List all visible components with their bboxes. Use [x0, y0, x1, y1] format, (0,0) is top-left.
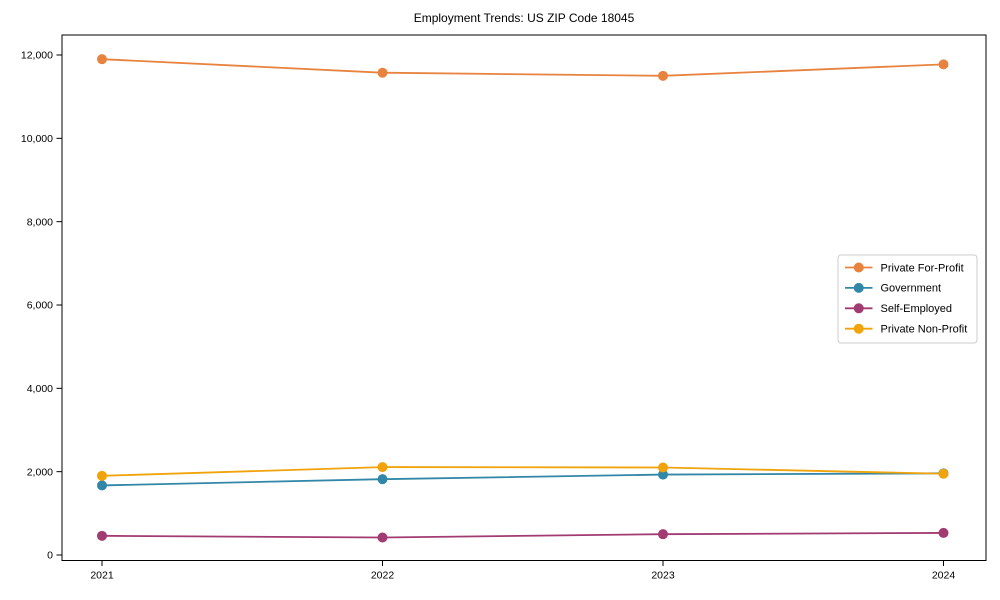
legend-item-label-private-non-profit: Private Non-Profit [881, 324, 968, 336]
series-line-private-for-profit [101, 58, 944, 77]
data-point-self-employed-2022 [377, 532, 388, 543]
y-tick-label: 4,000 [27, 383, 53, 395]
data-point-private-non-profit-2023 [658, 462, 668, 473]
data-point-government-2023 [658, 469, 668, 480]
legend-swatch-marker-private-non-profit [853, 323, 864, 334]
legend-item-label-self-employed: Self-Employed [881, 303, 953, 315]
legend-swatch-marker-self-employed [853, 303, 864, 314]
legend-item-label-government: Government [881, 283, 942, 295]
y-tick-label: 2,000 [27, 466, 53, 478]
plot-area: 0 2,000 4,000 6,000 8,000 10,000 12,000 2021 202… [21, 34, 987, 582]
legend-item-label-private-for-profit: Private For-Profit [881, 262, 964, 274]
legend-box [837, 254, 978, 344]
data-point-government-2022 [377, 474, 388, 485]
x-tick-label: 2022 [371, 570, 395, 582]
x-tick-label: 2021 [90, 570, 114, 582]
plot-frame [61, 34, 987, 561]
data-point-private-non-profit-2024 [938, 468, 949, 479]
data-point-self-employed-2023 [658, 529, 668, 540]
y-tick-label: 8,000 [27, 216, 53, 228]
series-line-government [101, 472, 944, 487]
series-line-self-employed [101, 532, 944, 539]
y-tick-label: 12,000 [21, 50, 53, 62]
data-point-private-non-profit-2022 [377, 462, 388, 473]
data-point-self-employed-2024 [938, 527, 949, 538]
data-point-private-for-profit-2021 [97, 54, 107, 65]
y-tick-label: 10,000 [21, 133, 53, 145]
legend-swatch-marker-private-for-profit [853, 262, 864, 273]
data-point-self-employed-2021 [97, 530, 107, 541]
data-point-private-non-profit-2021 [97, 470, 107, 481]
chart-title: Employment Trends: US ZIP Code 18045 [414, 11, 635, 25]
x-tick-label: 2023 [651, 570, 675, 582]
data-point-private-for-profit-2023 [658, 70, 668, 81]
data-point-private-for-profit-2024 [938, 59, 949, 70]
y-tick-label: 6,000 [27, 300, 53, 312]
series-line-private-non-profit [101, 466, 944, 477]
legend-swatch-marker-government [853, 282, 864, 293]
data-point-private-for-profit-2022 [377, 67, 388, 78]
data-point-government-2021 [97, 480, 107, 491]
y-tick-label: 0 [47, 550, 53, 562]
x-tick-label: 2024 [932, 570, 956, 582]
